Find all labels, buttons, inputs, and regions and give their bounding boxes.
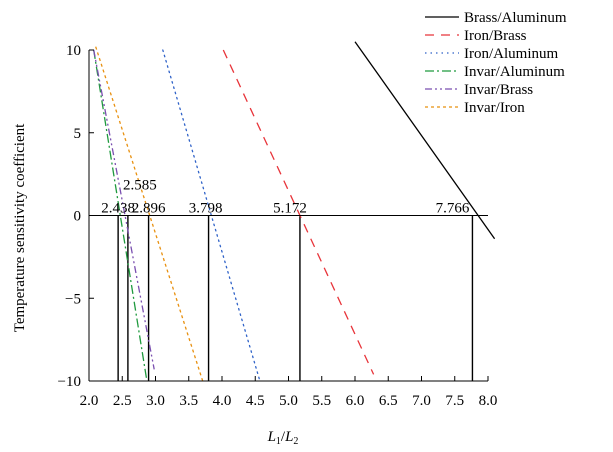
series-line — [93, 49, 155, 370]
legend: Brass/Aluminum Iron/Brass Iron/Aluminum Inv… — [425, 10, 567, 116]
x-tick-label: 8.0 — [479, 393, 498, 409]
series-line — [93, 49, 148, 382]
marker-label: 2.896 — [132, 201, 166, 217]
vertical-marker-lines — [117, 215, 474, 381]
legend-label: Iron/Brass — [464, 28, 527, 44]
marker-label: 2.438 — [101, 201, 135, 217]
x-tick-label: 3.5 — [179, 393, 198, 409]
x-tick-label: 4.5 — [246, 393, 265, 409]
x-tick-label: 6.5 — [379, 393, 398, 409]
legend-label: Invar/Brass — [464, 82, 533, 98]
x-tick-label: 3.0 — [146, 393, 165, 409]
x-tick-label: 2.5 — [113, 393, 132, 409]
y-tick-label: 5 — [74, 126, 82, 142]
x-tick-label: 2.0 — [80, 393, 99, 409]
y-axis-title: Temperature sensitivity coefficient — [12, 123, 28, 332]
x-tick-label: 7.0 — [412, 393, 431, 409]
x-axis-title: L1/L2 — [267, 429, 299, 447]
axes — [88, 49, 489, 382]
x-tick-label: 4.0 — [213, 393, 232, 409]
x-tick-labels: 2.0 2.5 3.0 3.5 4.0 4.5 5.0 5.5 6.0 6.5 7.0 7.5 8.0 — [80, 393, 498, 409]
y-tick-label: −5 — [65, 291, 81, 307]
legend-label: Brass/Aluminum — [464, 10, 567, 26]
y-tick-labels: −10 −5 0 5 10 — [58, 43, 81, 390]
legend-label: Invar/Aluminum — [464, 64, 565, 80]
series-line — [95, 46, 204, 382]
marker-label: 2.585 — [123, 178, 157, 194]
legend-label: Iron/Aluminum — [464, 46, 558, 62]
legend-label: Invar/Iron — [464, 100, 525, 116]
marker-label: 7.766 — [436, 201, 470, 217]
y-tick-label: 10 — [66, 43, 81, 59]
series-line — [354, 41, 496, 240]
marker-label: 5.172 — [273, 201, 307, 217]
marker-label: 3.798 — [189, 201, 223, 217]
y-tick-label: −10 — [58, 374, 81, 390]
marker-annotations: 2.438 2.585 2.896 3.798 5.172 7.766 — [101, 178, 470, 217]
series-lines — [93, 41, 496, 382]
x-tick-label: 5.5 — [312, 393, 331, 409]
series-line — [222, 49, 375, 375]
x-tick-label: 5.0 — [279, 393, 298, 409]
x-tick-label: 6.0 — [346, 393, 365, 409]
y-tick-label: 0 — [74, 209, 82, 225]
x-tick-label: 7.5 — [445, 393, 464, 409]
